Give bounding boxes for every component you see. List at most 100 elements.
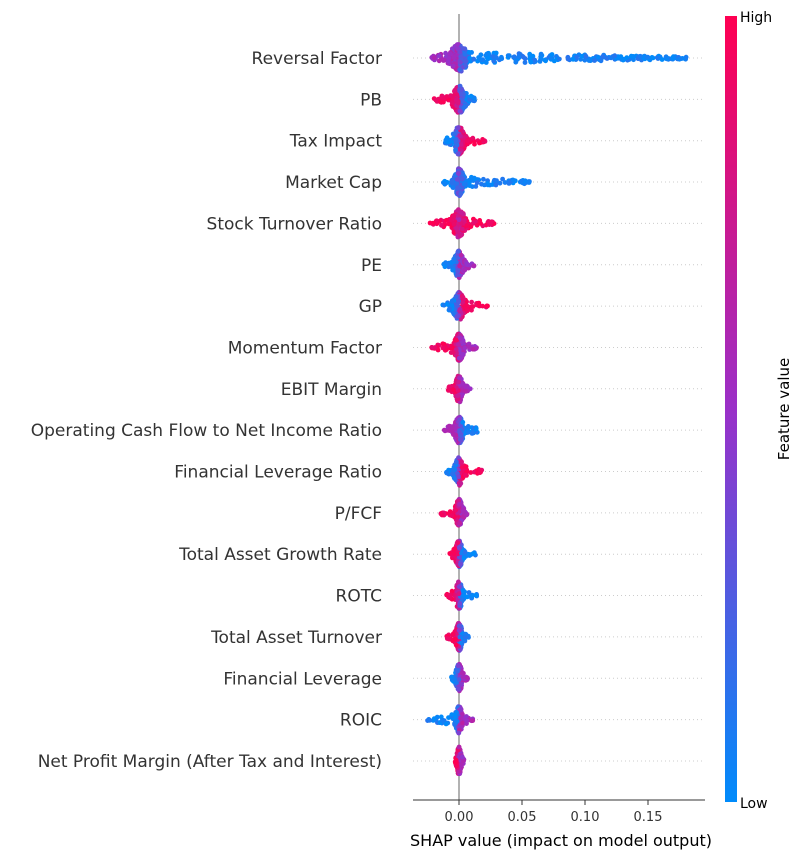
shap-point	[462, 59, 468, 64]
shap-point	[438, 714, 444, 720]
beeswarm-row	[452, 744, 467, 777]
shap-point	[513, 59, 519, 65]
shap-point	[465, 138, 470, 144]
shap-point	[455, 100, 461, 106]
colorbar-low-label: Low	[740, 796, 768, 812]
shap-point	[444, 636, 450, 641]
shap-point	[456, 379, 462, 385]
shap-point	[455, 342, 461, 347]
beeswarm-row	[444, 621, 471, 653]
shap-point	[454, 303, 460, 309]
shap-point	[477, 140, 482, 146]
beeswarm-row	[449, 661, 470, 694]
shap-point	[476, 300, 482, 306]
shap-point	[454, 181, 460, 186]
shap-point	[470, 135, 476, 141]
feature-label: Reversal Factor	[252, 49, 382, 69]
shap-point	[427, 717, 433, 723]
shap-point	[457, 60, 463, 65]
shap-point	[463, 472, 468, 478]
shap-point	[521, 54, 526, 60]
shap-point	[446, 221, 452, 227]
shap-point	[456, 299, 462, 304]
feature-label: Financial Leverage	[223, 669, 382, 689]
shap-point	[448, 217, 454, 223]
feature-label: Stock Turnover Ratio	[207, 214, 382, 234]
shap-point	[538, 51, 544, 57]
shap-point	[443, 721, 449, 727]
shap-point	[460, 352, 466, 357]
shap-point	[463, 464, 469, 469]
shap-point	[458, 142, 464, 147]
shap-point	[469, 431, 475, 436]
shap-point	[442, 428, 448, 434]
shap-point	[637, 53, 643, 59]
feature-label: EBIT Margin	[281, 380, 382, 400]
shap-point	[453, 459, 459, 465]
shap-point	[542, 57, 548, 63]
shap-point	[451, 54, 457, 60]
shap-point	[451, 310, 456, 316]
shap-point	[457, 87, 462, 92]
shap-point	[630, 54, 636, 59]
x-tick-label: 0.00	[445, 810, 474, 825]
feature-label: PE	[361, 256, 382, 276]
shap-point	[455, 268, 461, 274]
shap-point	[455, 176, 460, 182]
shap-point	[455, 185, 461, 191]
shap-point	[462, 345, 468, 351]
shap-point	[556, 56, 562, 62]
shap-point	[457, 683, 462, 688]
shap-point	[452, 636, 458, 642]
shap-point	[450, 631, 456, 637]
colorbar: High Low Feature value	[725, 10, 793, 812]
shap-point	[659, 57, 665, 62]
feature-label: Financial Leverage Ratio	[174, 463, 382, 483]
shap-point	[439, 222, 444, 228]
shap-point	[454, 314, 460, 319]
feature-label: Operating Cash Flow to Net Income Ratio	[31, 421, 382, 441]
shap-point	[502, 180, 508, 185]
shap-point	[462, 589, 467, 595]
feature-label: Net Profit Margin (After Tax and Interes…	[38, 752, 382, 772]
shap-point	[430, 220, 436, 226]
shap-point	[600, 54, 606, 60]
shap-point	[570, 56, 576, 62]
shap-point	[431, 716, 437, 721]
shap-point	[455, 393, 461, 399]
shap-point	[457, 67, 463, 73]
shap-point	[446, 139, 452, 145]
shap-point	[454, 718, 460, 724]
beeswarm-row	[431, 83, 477, 115]
shap-point	[457, 263, 463, 269]
shap-point	[453, 138, 459, 144]
shap-point	[551, 58, 557, 64]
points-layer	[425, 42, 689, 777]
shap-point	[457, 335, 463, 341]
shap-point	[456, 584, 462, 590]
shap-point	[444, 470, 450, 476]
beeswarm-row	[441, 414, 480, 446]
feature-label: PB	[360, 90, 382, 110]
shap-point	[469, 593, 475, 599]
shap-point	[447, 306, 452, 312]
shap-point	[451, 230, 457, 235]
shap-point	[607, 55, 613, 60]
shap-point	[460, 675, 466, 680]
shap-point	[456, 591, 462, 597]
beeswarm-row	[445, 373, 473, 405]
shap-point	[482, 182, 487, 188]
shap-point	[522, 60, 528, 65]
shap-point	[455, 248, 461, 254]
shap-point	[457, 501, 462, 507]
shap-point	[448, 350, 454, 355]
shap-point	[446, 423, 452, 429]
shap-point	[473, 592, 479, 598]
shap-point	[516, 54, 522, 60]
shap-point	[459, 210, 464, 216]
shap-point	[456, 217, 462, 223]
shap-point	[494, 55, 499, 60]
shap-point	[450, 424, 456, 430]
beeswarm-row	[444, 579, 480, 611]
shap-point	[459, 754, 465, 760]
